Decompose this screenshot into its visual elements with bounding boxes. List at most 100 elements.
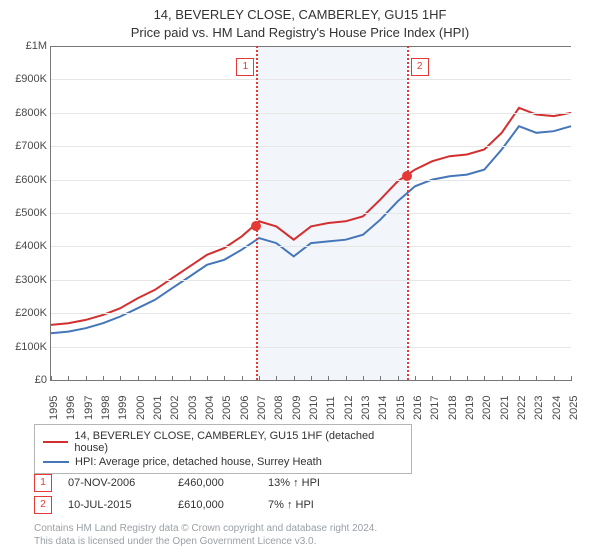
x-axis-label: 2020 (481, 396, 493, 420)
sale-date: 10-JUL-2015 (68, 499, 178, 511)
arrow-up-icon: ↑ (287, 499, 293, 511)
x-tick (51, 376, 52, 381)
x-tick (398, 376, 399, 381)
y-axis-label: £400K (15, 240, 51, 252)
x-tick (571, 376, 572, 381)
x-tick (172, 376, 173, 381)
x-axis-label: 2009 (291, 396, 303, 420)
x-tick (86, 376, 87, 381)
x-tick (138, 376, 139, 381)
chart-plot-area: £0£100K£200K£300K£400K£500K£600K£700K£80… (50, 46, 571, 381)
x-tick (536, 376, 537, 381)
x-tick (363, 376, 364, 381)
x-axis-label: 1995 (48, 396, 60, 420)
sale-point-marker (402, 171, 412, 181)
x-axis-label: 2010 (308, 396, 320, 420)
sale-point-marker (251, 221, 261, 231)
y-axis-label: £300K (15, 274, 51, 286)
x-axis-label: 2024 (551, 396, 563, 420)
x-axis-label: 2008 (273, 396, 285, 420)
chart-footer: Contains HM Land Registry data © Crown c… (34, 522, 377, 548)
x-tick (467, 376, 468, 381)
chart-legend: 14, BEVERLEY CLOSE, CAMBERLEY, GU15 1HF … (34, 424, 412, 474)
sale-diff: 7% ↑ HPI (268, 499, 348, 511)
x-axis-label: 2023 (533, 396, 545, 420)
x-tick (328, 376, 329, 381)
sale-annotation-row: 2 10-JUL-2015£610,0007% ↑ HPI (34, 496, 348, 514)
gridline (51, 113, 571, 114)
x-tick (484, 376, 485, 381)
x-tick (242, 376, 243, 381)
chart-title-subtitle: Price paid vs. HM Land Registry's House … (0, 24, 600, 42)
chart-title-address: 14, BEVERLEY CLOSE, CAMBERLEY, GU15 1HF (0, 6, 600, 24)
x-axis-label: 2022 (516, 396, 528, 420)
gridline (51, 79, 571, 80)
x-tick (190, 376, 191, 381)
x-axis-label: 2017 (429, 396, 441, 420)
legend-label: 14, BEVERLEY CLOSE, CAMBERLEY, GU15 1HF … (74, 430, 403, 454)
x-tick (519, 376, 520, 381)
y-axis-label: £900K (15, 73, 51, 85)
x-axis-label: 2001 (152, 396, 164, 420)
sale-date: 07-NOV-2006 (68, 477, 178, 489)
y-axis-label: £700K (15, 140, 51, 152)
y-axis-label: £1M (26, 40, 51, 52)
x-tick (502, 376, 503, 381)
x-axis-label: 2000 (135, 396, 147, 420)
x-axis-label: 2006 (239, 396, 251, 420)
x-axis-label: 2015 (395, 396, 407, 420)
x-tick (259, 376, 260, 381)
x-axis-label: 2003 (187, 396, 199, 420)
legend-swatch (43, 441, 68, 443)
x-tick (68, 376, 69, 381)
arrow-up-icon: ↑ (293, 477, 299, 489)
x-axis-label: 2019 (464, 396, 476, 420)
x-tick (450, 376, 451, 381)
sale-price: £460,000 (178, 477, 268, 489)
x-axis-label: 2012 (343, 396, 355, 420)
x-axis-label: 2005 (221, 396, 233, 420)
x-tick (207, 376, 208, 381)
x-tick (432, 376, 433, 381)
y-axis-label: £100K (15, 341, 51, 353)
sale-annotations: 107-NOV-2006£460,00013% ↑ HPI 2 10-JUL-201… (34, 470, 348, 518)
x-tick (155, 376, 156, 381)
x-tick (380, 376, 381, 381)
sale-index-badge: 1 (236, 58, 254, 76)
x-axis-label: 2016 (412, 396, 424, 420)
gridline (51, 246, 571, 247)
x-axis-label: 2025 (568, 396, 580, 420)
sale-diff: 13% ↑ HPI (268, 477, 348, 489)
sale-index-badge: 2 (411, 58, 429, 76)
x-axis-label: 2013 (360, 396, 372, 420)
legend-label: HPI: Average price, detached house, Surr… (75, 456, 322, 468)
x-tick (120, 376, 121, 381)
legend-swatch (43, 461, 69, 463)
x-tick (311, 376, 312, 381)
x-tick (554, 376, 555, 381)
gridline (51, 280, 571, 281)
gridline (51, 46, 571, 47)
x-axis-label: 1998 (100, 396, 112, 420)
y-axis-label: £800K (15, 107, 51, 119)
y-axis-label: £0 (35, 374, 51, 386)
sale-annotation-row: 107-NOV-2006£460,00013% ↑ HPI (34, 474, 348, 492)
sale-price: £610,000 (178, 499, 268, 511)
x-axis-label: 1996 (65, 396, 77, 420)
x-tick (224, 376, 225, 381)
x-axis-label: 1997 (83, 396, 95, 420)
x-axis-label: 2002 (169, 396, 181, 420)
x-tick (276, 376, 277, 381)
x-tick (294, 376, 295, 381)
footer-line1: Contains HM Land Registry data © Crown c… (34, 522, 377, 535)
chart-titles: 14, BEVERLEY CLOSE, CAMBERLEY, GU15 1HF … (0, 0, 600, 42)
sale-index-badge: 2 (34, 496, 52, 514)
y-axis-label: £200K (15, 307, 51, 319)
x-axis-label: 1999 (117, 396, 129, 420)
sale-dotted-line (407, 46, 409, 380)
legend-row: HPI: Average price, detached house, Surr… (43, 455, 403, 469)
sale-dotted-line (256, 46, 258, 380)
footer-line2: This data is licensed under the Open Gov… (34, 535, 377, 548)
gridline (51, 180, 571, 181)
x-axis-label: 2011 (325, 396, 337, 420)
